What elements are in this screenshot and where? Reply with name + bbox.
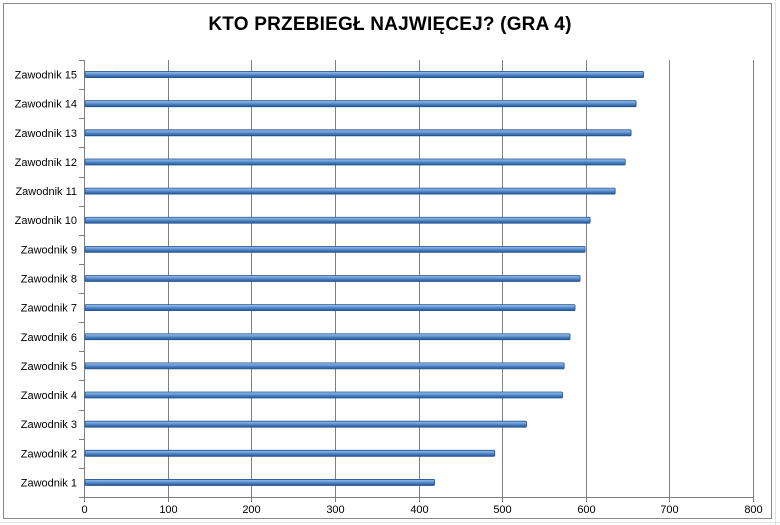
x-tick-label: 100 xyxy=(159,504,177,516)
y-tick-label: Zawodnik 9 xyxy=(21,244,77,256)
y-tick-label: Zawodnik 6 xyxy=(21,332,77,344)
x-tick-label: 800 xyxy=(744,504,762,516)
bar xyxy=(84,71,645,78)
bar xyxy=(84,158,626,166)
y-tick-label: Zawodnik 7 xyxy=(21,303,77,315)
y-tick-label: Zawodnik 5 xyxy=(21,361,77,373)
y-tick-label: Zawodnik 12 xyxy=(15,157,77,169)
bar xyxy=(84,449,496,457)
x-tick-label: 0 xyxy=(81,504,87,516)
chart-title: KTO PRZEBIEGŁ NAJWIĘCEJ? (GRA 4) xyxy=(208,14,572,35)
y-tick-label: Zawodnik 3 xyxy=(21,419,77,431)
bar xyxy=(84,333,571,341)
bar xyxy=(84,275,581,282)
x-tick-label: 600 xyxy=(577,504,595,516)
x-tick-label: 200 xyxy=(242,504,260,516)
bar xyxy=(84,479,435,486)
bar xyxy=(84,420,527,428)
y-tick-label: Zawodnik 10 xyxy=(15,215,77,227)
y-tick-label: Zawodnik 8 xyxy=(21,274,77,286)
bar xyxy=(84,391,563,399)
x-tick-label: 500 xyxy=(493,504,511,516)
x-tick-label: 300 xyxy=(326,504,344,516)
bar xyxy=(84,100,637,108)
y-tick-label: Zawodnik 14 xyxy=(15,99,77,111)
bar xyxy=(84,129,632,137)
y-tick-label: Zawodnik 4 xyxy=(21,390,77,402)
bar xyxy=(84,216,591,224)
x-tick-label: 700 xyxy=(660,504,678,516)
bar xyxy=(84,245,586,253)
y-tick-label: Zawodnik 11 xyxy=(15,186,77,198)
y-tick-label: Zawodnik 15 xyxy=(15,70,77,82)
y-tick-label: Zawodnik 2 xyxy=(21,448,77,460)
bar xyxy=(84,304,576,312)
bar xyxy=(84,187,616,195)
y-tick-label: Zawodnik 13 xyxy=(15,128,77,140)
chart-area[interactable] xyxy=(3,3,772,519)
bar xyxy=(84,362,565,370)
x-tick-label: 400 xyxy=(410,504,428,516)
y-tick-label: Zawodnik 1 xyxy=(21,477,77,489)
